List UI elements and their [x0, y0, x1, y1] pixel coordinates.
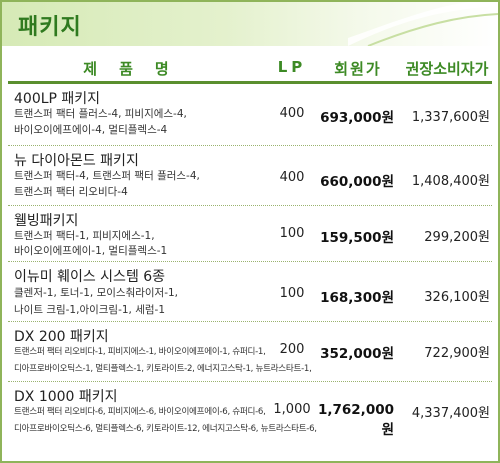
package-name: DX 200 패키지: [14, 329, 109, 345]
member-price: 660,000원: [320, 174, 394, 190]
package-components: 바이오이에프에이-4, 멀티플렉스-4: [14, 124, 168, 136]
package-components: 트랜스퍼 팩터 플러스-4, 피비지에스-4,: [14, 108, 187, 120]
package-components: 바이오이에프에이-1, 멀티플렉스-1: [14, 245, 168, 257]
table-row: 이뉴미 훼이스 시스템 6종 클렌저-1, 토너-1, 모이스춰라이저-1, 나…: [8, 262, 492, 322]
lp-value: 1,000: [273, 402, 311, 417]
package-components: 디아프로바이오틱스-6, 멀티플렉스-6, 키토라이트-12, 에너지고스탁-6…: [14, 424, 317, 434]
table-row: 웰빙패키지 트랜스퍼 팩터-1, 피비지에스-1, 바이오이에프에이-1, 멀티…: [8, 206, 492, 262]
package-components: 트랜스퍼 팩터 리오비다-4: [14, 186, 128, 198]
column-header-retail-price: 권장소비자가: [405, 60, 489, 78]
lp-value: 400: [279, 106, 305, 121]
table-row: DX 1000 패키지 트랜스퍼 팩터 리오비다-6, 피비지에스-6, 바이오…: [8, 382, 492, 442]
package-name: 웰빙패키지: [14, 213, 79, 229]
page-title: 패키지: [18, 15, 82, 40]
table-header: 제품명 LP 회원가 권장소비자가: [8, 54, 492, 84]
package-components: 나이트 크림-1,아이크림-1, 세럼-1: [14, 304, 166, 316]
retail-price: 1,337,600원: [411, 110, 490, 125]
column-header-name: 제품명: [83, 60, 191, 78]
package-name: 이뉴미 훼이스 시스템 6종: [14, 269, 166, 285]
package-name: DX 1000 패키지: [14, 389, 118, 405]
column-header-member-price: 회원가: [334, 60, 382, 78]
package-components: 트랜스퍼 팩터-4, 트랜스퍼 팩터 플러스-4,: [14, 170, 200, 182]
package-components: 트랜스퍼 팩터 리오비다-1, 피비지에스-1, 바이오이에프에이-1, 슈퍼디…: [14, 347, 266, 357]
table-row: DX 200 패키지 트랜스퍼 팩터 리오비다-1, 피비지에스-1, 바이오이…: [8, 322, 492, 382]
member-price: 159,500원: [320, 230, 394, 246]
package-table: 제품명 LP 회원가 권장소비자가 400LP 패키지 트랜스퍼 팩터 플러스-…: [8, 54, 492, 442]
retail-price: 326,100원: [424, 290, 490, 305]
package-components: 트랜스퍼 팩터 리오비다-6, 피비지에스-6, 바이오이에프에이-6, 슈퍼디…: [14, 407, 266, 417]
lp-value: 100: [279, 286, 305, 301]
member-price: 1,762,000원: [317, 402, 394, 438]
retail-price: 4,337,400원: [411, 406, 490, 421]
package-name: 400LP 패키지: [14, 91, 101, 107]
decorative-swoosh-icon: [348, 2, 498, 46]
table-row: 뉴 다이아몬드 패키지 트랜스퍼 팩터-4, 트랜스퍼 팩터 플러스-4, 트랜…: [8, 146, 492, 206]
retail-price: 299,200원: [424, 230, 490, 245]
package-name: 뉴 다이아몬드 패키지: [14, 153, 139, 169]
member-price: 693,000원: [320, 110, 394, 126]
member-price: 352,000원: [320, 346, 394, 362]
lp-value: 100: [279, 226, 305, 241]
retail-price: 722,900원: [424, 346, 490, 361]
lp-value: 400: [279, 170, 305, 185]
title-band: 패키지: [2, 2, 498, 46]
package-components: 트랜스퍼 팩터-1, 피비지에스-1,: [14, 230, 155, 242]
column-header-lp: LP: [277, 58, 307, 76]
retail-price: 1,408,400원: [411, 174, 490, 189]
member-price: 168,300원: [320, 290, 394, 306]
table-row: 400LP 패키지 트랜스퍼 팩터 플러스-4, 피비지에스-4, 바이오이에프…: [8, 84, 492, 146]
package-components: 디아프로바이오틱스-1, 멀티플렉스-1, 키토라이트-2, 에너지고스탁-1,…: [14, 364, 312, 374]
package-components: 클렌저-1, 토너-1, 모이스춰라이저-1,: [14, 287, 179, 299]
lp-value: 200: [279, 342, 305, 357]
